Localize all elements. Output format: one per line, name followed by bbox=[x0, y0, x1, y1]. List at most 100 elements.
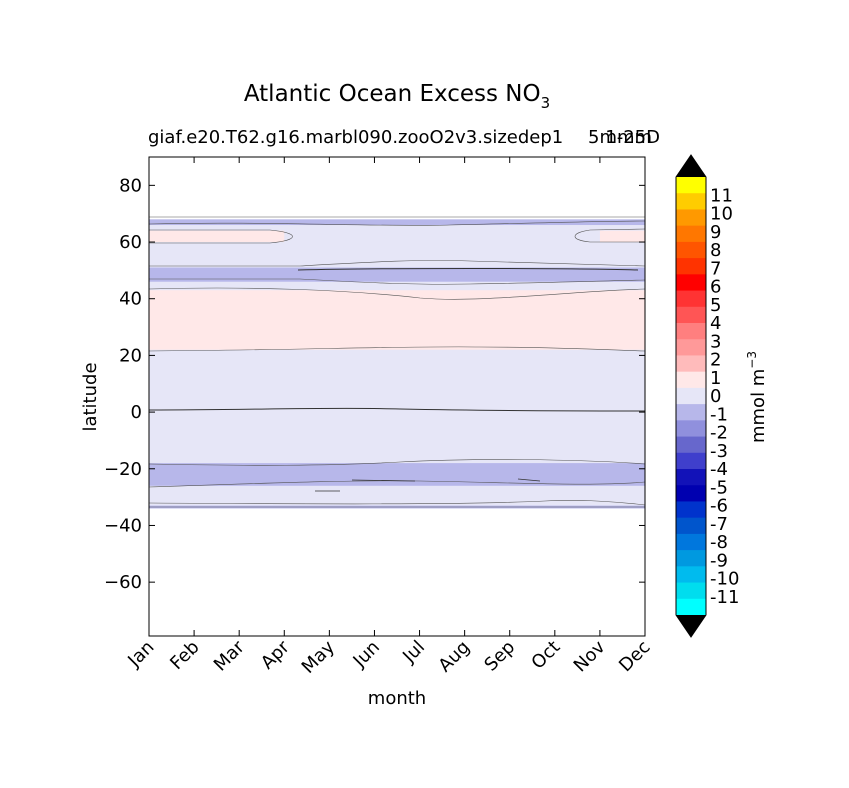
colorbar-tick-label: -6 bbox=[710, 496, 728, 517]
x-tick-label: Sep bbox=[480, 637, 519, 676]
contour-line-62n-right bbox=[574, 228, 646, 243]
contour-band-1 bbox=[149, 290, 645, 350]
colorbar-tick-label: 8 bbox=[710, 240, 721, 261]
colorbar-tick-label: -1 bbox=[710, 404, 728, 425]
colorbar-label-superscript: −3 bbox=[745, 351, 759, 369]
colorbar-swatch bbox=[676, 550, 706, 567]
colorbar-swatch bbox=[676, 225, 706, 243]
colorbar-swatch bbox=[676, 241, 706, 259]
contour-band-4 bbox=[149, 219, 645, 226]
x-tick-label: Mar bbox=[210, 636, 249, 675]
contour-band-3 bbox=[599, 230, 645, 243]
colorbar-tick-label: -7 bbox=[710, 514, 728, 535]
colorbar-outline bbox=[675, 154, 707, 638]
colorbar-swatch bbox=[676, 355, 706, 373]
contour-line-49n bbox=[297, 268, 639, 271]
colorbar-swatch bbox=[676, 436, 706, 454]
colorbar-swatch bbox=[676, 371, 706, 389]
contour-line-46n bbox=[149, 278, 646, 285]
colorbar-tick-label: -4 bbox=[710, 459, 728, 480]
colorbar-swatch bbox=[676, 209, 706, 227]
y-tick-label: 0 bbox=[131, 402, 142, 423]
colorbar-tick-label: -8 bbox=[710, 532, 728, 553]
colorbar-swatch bbox=[676, 598, 706, 616]
x-tick-label: May bbox=[298, 636, 339, 677]
colorbar-label-text: mmol m bbox=[748, 369, 769, 443]
colorbar-tick-label: -11 bbox=[710, 587, 739, 608]
contour-line-62n-left bbox=[149, 229, 293, 244]
colorbar-extend-min bbox=[676, 615, 706, 637]
contour-line-43n bbox=[148, 287, 646, 300]
x-axis-label: month bbox=[368, 688, 426, 709]
colorbar-tick-label: -9 bbox=[710, 550, 728, 571]
y-tick-label: 80 bbox=[119, 175, 142, 196]
colorbar-tick-label: -5 bbox=[710, 477, 728, 498]
contour-line-small bbox=[315, 478, 541, 492]
y-axis-label: latitude bbox=[80, 362, 101, 431]
colorbar-swatch bbox=[676, 404, 706, 421]
colorbar-swatch bbox=[676, 517, 706, 535]
contour-line-26s bbox=[148, 480, 646, 488]
colorbar-tick-label: 7 bbox=[710, 258, 721, 279]
contour-line-0 bbox=[148, 407, 646, 412]
chart-subtitle-left: giaf.e20.T62.g16.marbl090.zooO2v3.sizede… bbox=[148, 127, 563, 148]
colorbar-tick-label: 2 bbox=[710, 350, 721, 371]
x-tick-label: Aug bbox=[434, 637, 474, 677]
colorbar-tick-label: -2 bbox=[710, 423, 728, 444]
colorbar-tick-label: 1 bbox=[710, 368, 721, 389]
colorbar-swatch bbox=[676, 306, 706, 324]
contour-line-19s bbox=[148, 459, 646, 466]
x-tick-label: Jul bbox=[398, 637, 429, 668]
colorbar-tick-label: 5 bbox=[710, 295, 721, 316]
y-tick-label: 20 bbox=[119, 345, 142, 366]
colorbar-swatch bbox=[676, 193, 706, 210]
contour-band-5 bbox=[149, 267, 645, 282]
colorbar-label: mmol m−3 bbox=[745, 351, 769, 443]
contour-line-51n bbox=[149, 260, 646, 267]
chart-title-subscript: 3 bbox=[541, 94, 551, 112]
y-tick-label: −20 bbox=[104, 459, 142, 480]
chart-title-text: Atlantic Ocean Excess NO bbox=[244, 81, 541, 107]
colorbar-swatch bbox=[676, 452, 706, 470]
x-tick-label: Jan bbox=[123, 637, 158, 672]
x-tick-label: Apr bbox=[257, 636, 294, 673]
contour-band-2 bbox=[149, 230, 285, 243]
colorbar-tick-label: 9 bbox=[710, 222, 721, 243]
colorbar-swatch bbox=[676, 323, 706, 340]
colorbar-swatch bbox=[676, 290, 706, 308]
colorbar-swatch bbox=[676, 485, 706, 502]
colorbar-swatch bbox=[676, 469, 706, 486]
y-tick-label: −40 bbox=[104, 515, 142, 536]
colorbar-tick-label: 0 bbox=[710, 386, 721, 407]
chart-subtitle-overlap: 5mmm bbox=[588, 127, 652, 148]
colorbar-swatch bbox=[676, 274, 706, 292]
contour-line-66n bbox=[148, 220, 646, 226]
y-tick-label: 40 bbox=[119, 289, 142, 310]
contour-line-22n bbox=[148, 346, 646, 352]
x-tick-label: Jun bbox=[349, 637, 384, 672]
contour-bands bbox=[149, 219, 645, 509]
y-axis: 80 60 40 20 0 −20 −40 −60 bbox=[104, 175, 645, 593]
colorbar-swatch bbox=[676, 258, 706, 275]
contour-band-6 bbox=[149, 463, 645, 486]
colorbar-tick-label: 3 bbox=[710, 331, 721, 352]
x-tick-label: Dec bbox=[615, 637, 654, 676]
colorbar-swatch bbox=[676, 177, 706, 194]
colorbar-tick-label: 11 bbox=[710, 185, 733, 206]
contour-lines bbox=[148, 216, 646, 508]
colorbar-tick-label: -3 bbox=[710, 441, 728, 462]
colorbar-tick-label: -10 bbox=[710, 569, 739, 590]
colorbar-tick-label: 4 bbox=[710, 313, 721, 334]
contour-line-33s bbox=[148, 500, 646, 506]
colorbar-swatch bbox=[676, 582, 706, 600]
chart-subtitle-right: 1-25D bbox=[605, 127, 660, 148]
chart-title: Atlantic Ocean Excess NO3 bbox=[244, 81, 550, 112]
colorbar-swatch bbox=[676, 501, 706, 519]
colorbar-swatch bbox=[676, 339, 706, 356]
colorbar-swatch bbox=[676, 420, 706, 438]
colorbar-swatch bbox=[676, 533, 706, 551]
colorbar-extend-max bbox=[676, 155, 706, 177]
x-tick-label: Nov bbox=[570, 636, 610, 676]
colorbar-tick-label: 10 bbox=[710, 204, 733, 225]
